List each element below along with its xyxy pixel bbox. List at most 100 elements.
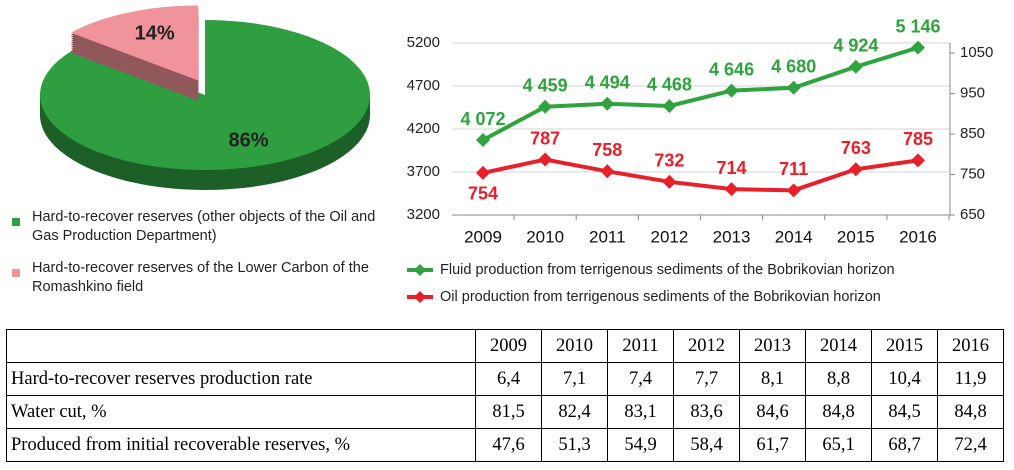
table-cell: 82,4 — [541, 395, 608, 429]
marker — [848, 59, 863, 74]
pie-slice — [39, 20, 371, 170]
table-cell: 2016 — [937, 329, 1004, 363]
table-cell: 65,1 — [805, 428, 872, 462]
legend-swatch — [12, 218, 20, 226]
data-label: 732 — [654, 151, 684, 171]
table-cell: 2011 — [607, 329, 674, 363]
marker — [538, 152, 553, 167]
table-cell: 2014 — [805, 329, 872, 363]
table-cell: 61,7 — [739, 428, 806, 462]
table-cell: 47,6 — [475, 428, 542, 462]
legend-label: Hard-to-recover reserves (other objects … — [32, 209, 376, 244]
charts: 86% 14% 3200 3700 4200 4700 5200 650 750 850 950 10… — [39, 5, 993, 305]
table-cell: Hard-to-recover reserves production rate — [6, 362, 476, 396]
x-tick-label: 2016 — [899, 227, 937, 246]
data-label: 714 — [717, 158, 747, 178]
table-row: Produced from initial recoverable reserv… — [6, 428, 1004, 462]
table-cell: 54,9 — [607, 428, 674, 462]
marker — [724, 182, 739, 197]
y2-tick-label: 850 — [960, 125, 985, 142]
pie-label: 14% — [135, 23, 175, 45]
data-label: 785 — [903, 129, 933, 149]
x-tick-label: 2009 — [464, 227, 502, 246]
table-cell: 84,8 — [805, 395, 872, 429]
y-tick-label: 4700 — [407, 77, 440, 94]
table-cell: 8,8 — [805, 362, 872, 396]
table-cell: 11,9 — [937, 362, 1004, 396]
table-row: Water cut, % 81,5 82,4 83,1 83,6 84,6 84,8 84,5… — [6, 395, 1004, 429]
line — [482, 157, 919, 193]
y2-tick-label: 950 — [960, 85, 985, 102]
line — [482, 45, 919, 142]
marker — [724, 83, 739, 98]
table-cell — [6, 329, 476, 363]
data-label: 4 646 — [709, 59, 754, 79]
marker — [600, 96, 615, 111]
x-tick-label: 2012 — [651, 227, 689, 246]
data-label: 4 459 — [523, 75, 568, 95]
legend-swatch — [12, 269, 20, 277]
table-cell: 83,1 — [607, 395, 674, 429]
pie-label: 86% — [229, 129, 269, 151]
data-label: 4 680 — [771, 56, 816, 76]
x-tick-label: 2014 — [775, 227, 813, 246]
y-tick-label: 4200 — [407, 120, 440, 137]
table-row: Hard-to-recover reserves production rate… — [6, 362, 1004, 396]
pie-slice — [71, 5, 199, 81]
table-cell: 51,3 — [541, 428, 608, 462]
data-label: 763 — [841, 138, 871, 158]
table-cell: 2015 — [871, 329, 938, 363]
table-cell: 2013 — [739, 329, 806, 363]
marker — [538, 99, 553, 114]
y-tick-label: 3700 — [407, 163, 440, 180]
data-label: 4 072 — [460, 109, 505, 129]
table-cell: 58,4 — [673, 428, 740, 462]
x-tick-label: 2011 — [589, 227, 626, 246]
data-label: 758 — [592, 140, 622, 160]
marker — [476, 165, 490, 180]
legend-label: Oil production from terrigenous sediment… — [440, 289, 881, 305]
table-cell: 84,5 — [871, 395, 938, 429]
data-label: 4 924 — [833, 35, 878, 55]
y-tick-label: 5200 — [407, 34, 440, 51]
marker — [910, 40, 925, 55]
table-cell: Produced from initial recoverable reserv… — [6, 428, 476, 462]
table-cell: 72,4 — [937, 428, 1004, 462]
data-table: 2009 2010 2011 2012 2013 2014 2015 2016 Hard-to-… — [6, 329, 1004, 462]
data-label: 787 — [530, 128, 560, 148]
x-tick-label: 2010 — [526, 227, 564, 246]
table-cell: 2012 — [673, 329, 740, 363]
table-cell: 8,1 — [739, 362, 806, 396]
table-cell: 7,1 — [541, 362, 608, 396]
table-cell: 84,6 — [739, 395, 806, 429]
y2-tick-label: 750 — [960, 165, 985, 182]
marker — [786, 183, 801, 198]
data-label: 711 — [779, 159, 808, 179]
legend-marker — [414, 291, 426, 303]
table-cell: Water cut, % — [6, 395, 476, 429]
table-row: 2009 2010 2011 2012 2013 2014 2015 2016 — [6, 329, 1004, 363]
table-cell: 10,4 — [871, 362, 938, 396]
data-label: 754 — [468, 184, 498, 204]
marker — [848, 162, 863, 177]
y-tick-label: 3200 — [407, 206, 440, 223]
table-cell: 83,6 — [673, 395, 740, 429]
legend-label: Hard-to-recover reserves of the Lower Ca… — [32, 260, 369, 295]
marker — [662, 174, 677, 189]
marker — [476, 133, 490, 148]
table-cell: 68,7 — [871, 428, 938, 462]
table-cell: 7,4 — [607, 362, 674, 396]
data-label: 4 494 — [585, 72, 630, 92]
table-cell: 84,8 — [937, 395, 1004, 429]
marker — [662, 98, 677, 113]
table-cell: 6,4 — [475, 362, 542, 396]
legend-label: Fluid production from terrigenous sedime… — [440, 262, 895, 278]
marker — [910, 153, 925, 168]
table-cell: 2010 — [541, 329, 608, 363]
y2-tick-label: 650 — [960, 206, 985, 223]
data-label: 4 468 — [647, 75, 692, 95]
y2-tick-label: 1050 — [960, 44, 993, 61]
table-cell: 7,7 — [673, 362, 740, 396]
table-cell: 81,5 — [475, 395, 542, 429]
